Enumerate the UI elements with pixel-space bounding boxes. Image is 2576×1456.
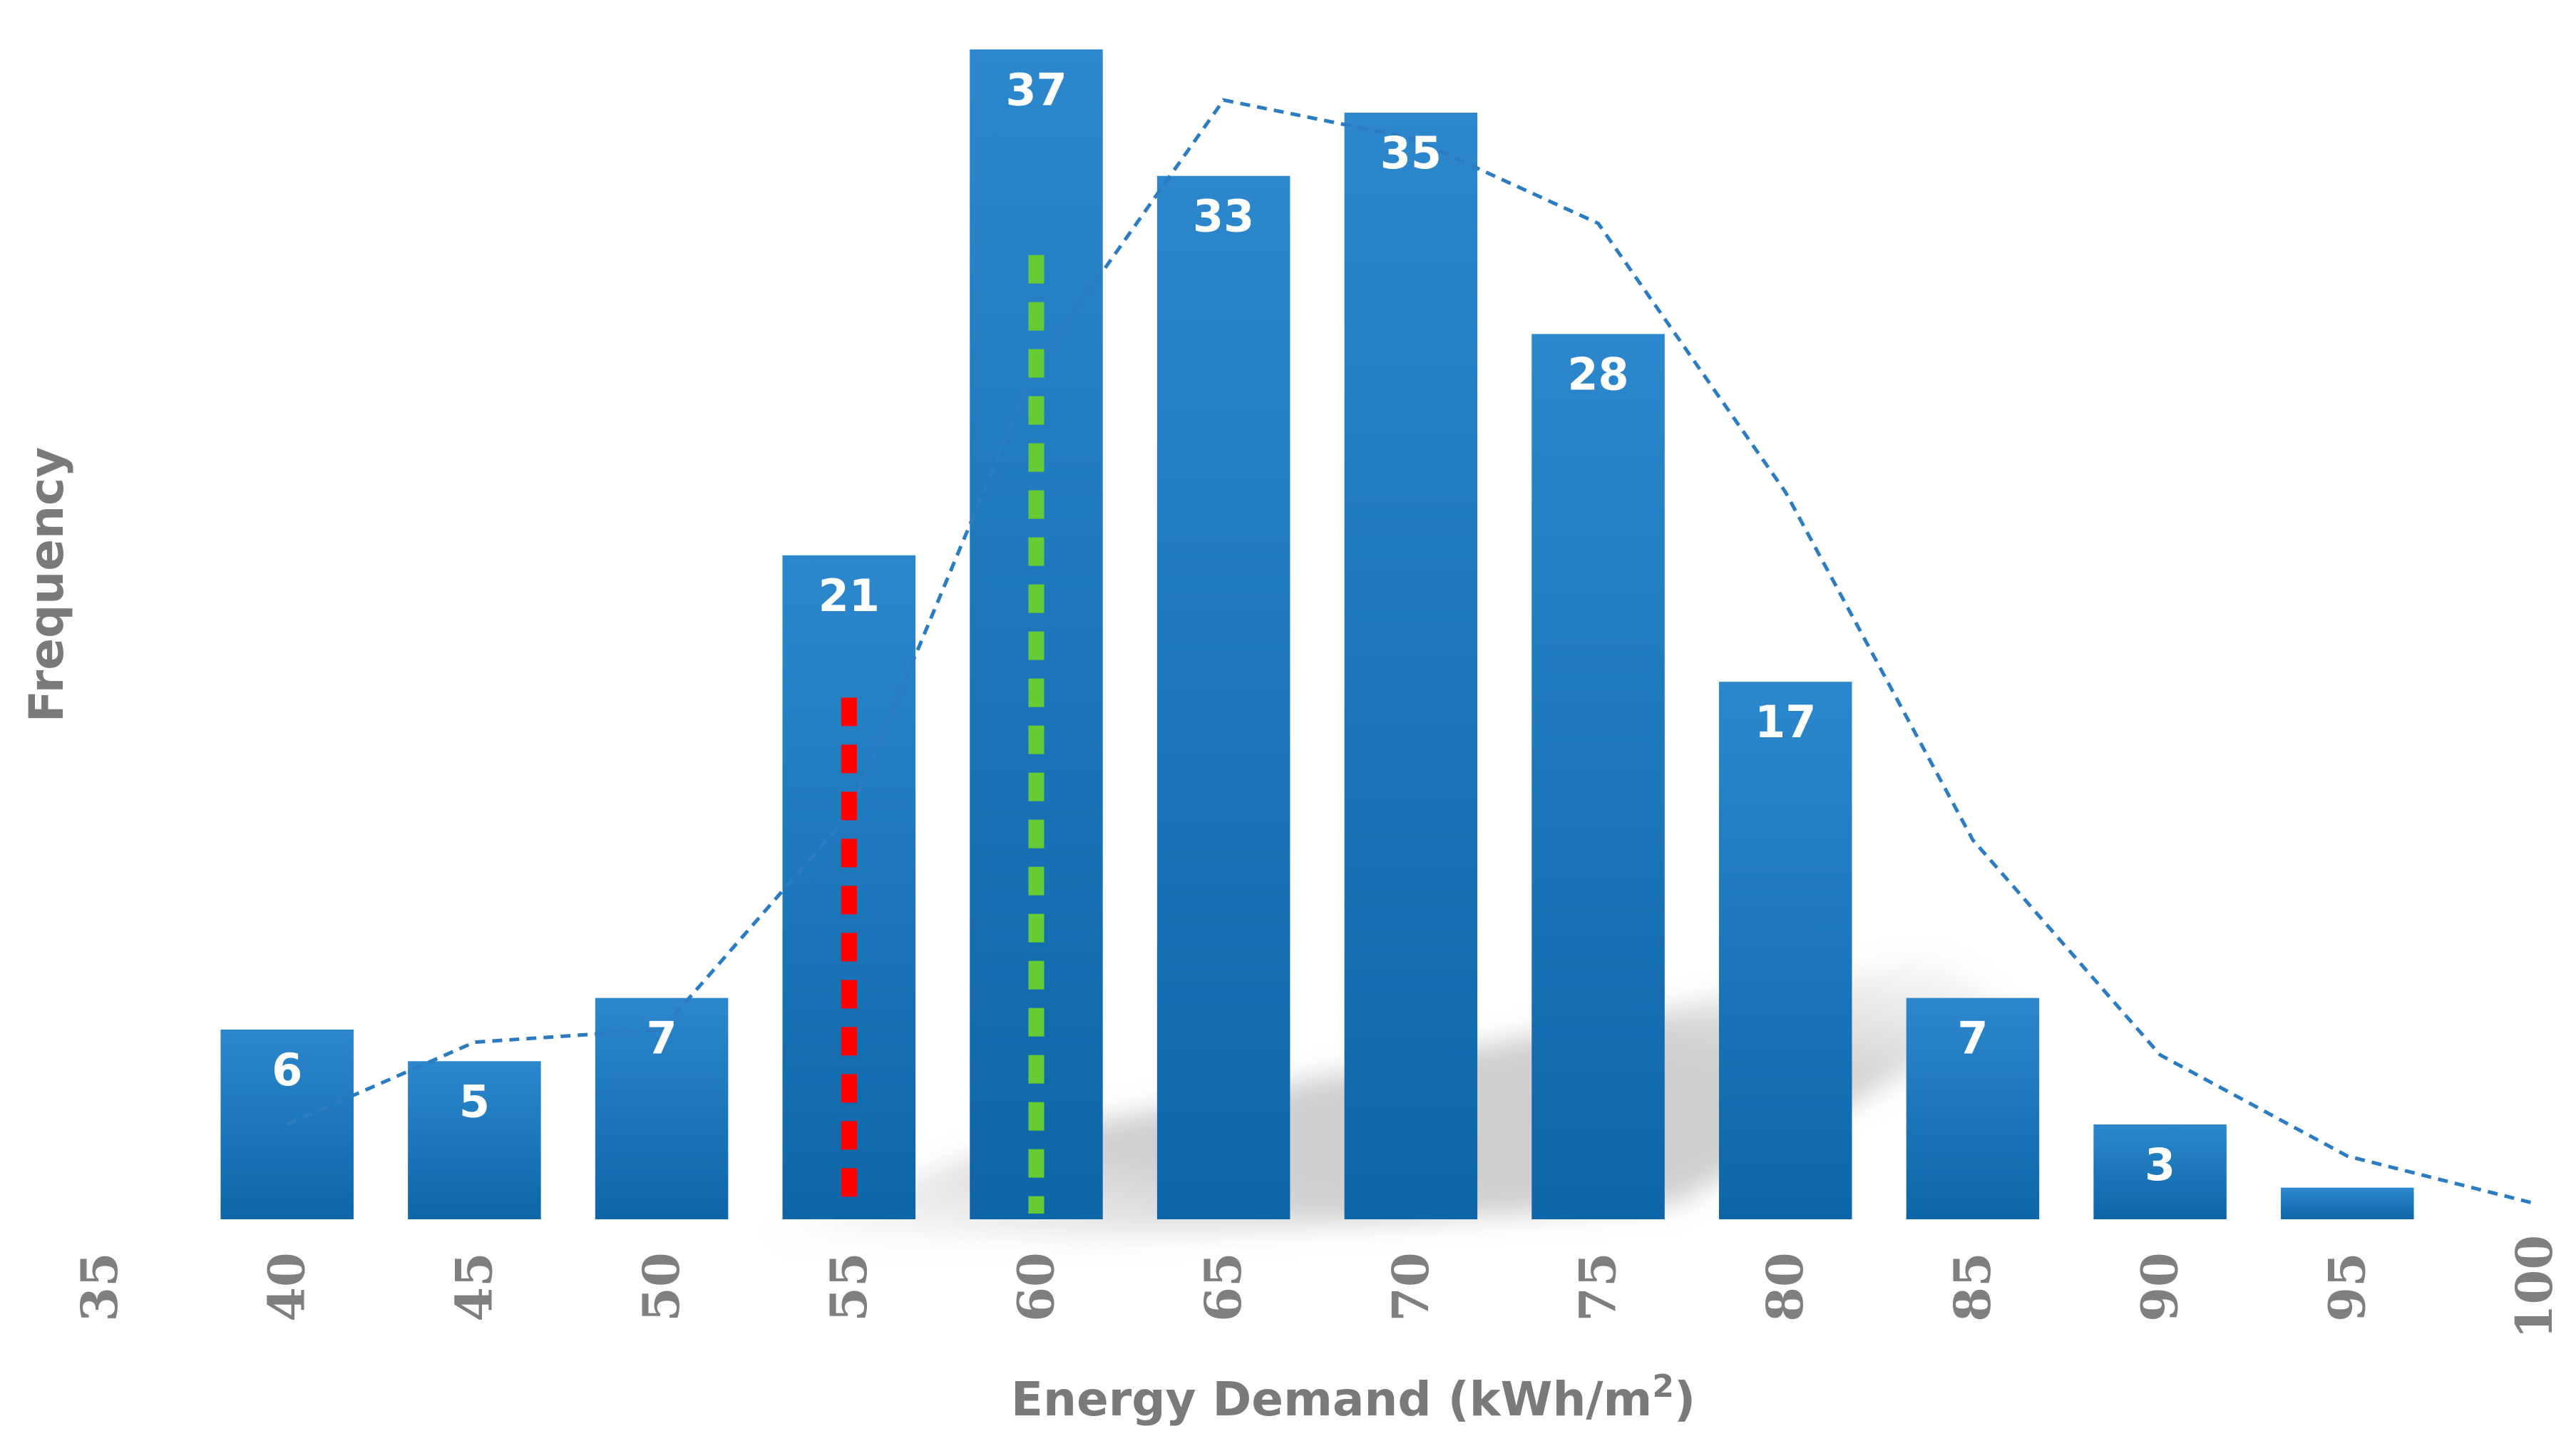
x-tick-85: 85: [1943, 1252, 2002, 1321]
bar-50: [595, 998, 729, 1219]
bar-data-label-45: 5: [459, 1075, 490, 1127]
bar-data-label-50: 7: [647, 1012, 677, 1065]
bar-data-label-75: 28: [1567, 348, 1628, 400]
x-axis-title: Energy Demand (kWh/m2): [1011, 1368, 1695, 1427]
x-tick-90: 90: [2130, 1252, 2190, 1321]
bar-data-label-70: 35: [1380, 127, 1442, 179]
x-tick-55: 55: [819, 1252, 878, 1321]
bar-data-label-80: 17: [1755, 696, 1816, 748]
x-tick-100: 100: [2505, 1235, 2564, 1339]
x-tick-labels-group: 35 40 45 50 55 60 65 70 75 80 85 90 95 100: [70, 1235, 2564, 1339]
bar-data-label-85: 7: [1957, 1012, 1988, 1065]
bar-95: [2281, 1187, 2414, 1219]
data-labels-group: 6 5 7 21 37 33 35 28 17 7 3: [272, 63, 2175, 1191]
x-tick-65: 65: [1194, 1252, 1253, 1321]
x-tick-50: 50: [632, 1252, 691, 1321]
x-axis-title-close: ): [1674, 1372, 1695, 1427]
bar-45: [408, 1061, 541, 1219]
x-axis-title-main: Energy Demand (kWh/m: [1011, 1372, 1652, 1427]
reference-lines-group: [841, 255, 1045, 1214]
x-tick-45: 45: [444, 1252, 503, 1321]
bar-75: [1531, 334, 1665, 1220]
bar-90: [2093, 1124, 2227, 1219]
x-axis-title-superscript: 2: [1652, 1368, 1674, 1405]
fit-curve-group: [286, 98, 2535, 1206]
x-tick-80: 80: [1755, 1252, 1815, 1321]
x-tick-35: 35: [70, 1252, 129, 1321]
bar-data-label-65: 33: [1193, 190, 1254, 242]
x-tick-70: 70: [1381, 1252, 1440, 1321]
bar-85: [1906, 998, 2040, 1219]
fit-curve-line: [286, 98, 2535, 1206]
bars-group: [220, 49, 2414, 1220]
bar-40: [220, 1029, 354, 1219]
bar-data-label-90: 3: [2145, 1139, 2175, 1191]
x-tick-95: 95: [2317, 1252, 2376, 1321]
x-tick-75: 75: [1569, 1252, 1628, 1321]
bar-data-label-40: 6: [272, 1044, 302, 1096]
x-tick-40: 40: [257, 1252, 317, 1321]
y-axis-title: Frequency: [19, 447, 74, 722]
bar-65: [1156, 175, 1290, 1219]
x-tick-60: 60: [1006, 1252, 1065, 1321]
bar-data-label-55: 21: [819, 570, 880, 622]
bar-80: [1718, 682, 1852, 1219]
bar-70: [1344, 113, 1478, 1219]
bar-data-label-60: 37: [1005, 63, 1067, 116]
